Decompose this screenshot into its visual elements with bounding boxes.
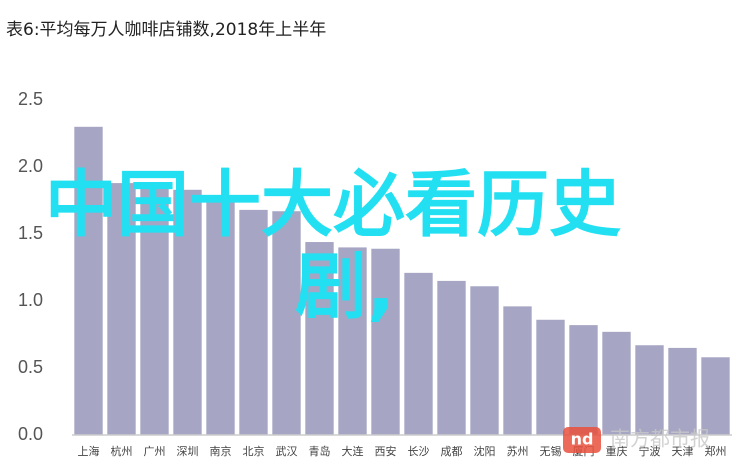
x-tick-label: 天津 xyxy=(672,445,694,458)
bar xyxy=(503,306,532,435)
bar xyxy=(140,187,169,435)
x-tick-label: 广州 xyxy=(144,445,166,458)
bar xyxy=(470,286,499,435)
bar xyxy=(338,247,367,435)
bar xyxy=(404,272,433,435)
bar xyxy=(701,357,730,435)
watermark-logo-box xyxy=(563,427,601,453)
overlay-text: 中国十大必看历史 xyxy=(45,163,621,247)
x-tick-label: 沈阳 xyxy=(474,444,496,458)
bar xyxy=(74,126,103,436)
x-tick-label: 成都 xyxy=(441,445,463,458)
bar xyxy=(107,183,136,435)
x-tick-label: 大连 xyxy=(342,444,364,458)
bar xyxy=(371,248,400,435)
bar xyxy=(536,319,565,435)
x-tick-label: 上海 xyxy=(78,444,100,458)
watermark-text: 南方都市报 xyxy=(610,427,710,451)
watermark-logo: nd xyxy=(571,430,594,449)
y-tick-label: 1.5 xyxy=(18,223,43,243)
chart-title: 表6:平均每万人咖啡店铺数,2018年上半年 xyxy=(6,20,326,40)
x-tick-label: 南京 xyxy=(210,444,232,458)
bar xyxy=(272,211,301,435)
bar xyxy=(239,209,268,435)
x-tick-label: 深圳 xyxy=(177,445,199,458)
bar xyxy=(305,242,334,435)
x-tick-label: 宁波 xyxy=(639,444,661,458)
overlay-text: 剧, xyxy=(295,245,394,329)
x-tick-label: 武汉 xyxy=(276,445,298,458)
x-tick-label: 重庆 xyxy=(606,444,628,458)
x-tick-label: 北京 xyxy=(243,444,265,458)
y-tick-label: 2.0 xyxy=(18,156,43,176)
bar xyxy=(602,331,631,435)
x-tick-label: 长沙 xyxy=(408,445,430,458)
y-tick-label: 1.0 xyxy=(18,290,43,310)
x-tick-label: 苏州 xyxy=(507,445,529,458)
x-tick-label: 杭州 xyxy=(111,444,133,458)
x-tick-label: 青岛 xyxy=(309,444,331,458)
y-tick-label: 0.5 xyxy=(18,357,43,377)
bar xyxy=(569,325,598,435)
bar xyxy=(668,347,697,435)
bar xyxy=(173,189,202,435)
bar xyxy=(206,201,235,435)
y-tick-label: 2.5 xyxy=(18,89,43,109)
x-tick-label: 郑州 xyxy=(705,444,727,458)
y-tick-label: 0.0 xyxy=(18,424,43,444)
x-tick-label: 无锡 xyxy=(540,444,562,458)
bar xyxy=(635,345,664,435)
bar xyxy=(437,280,466,435)
x-tick-label: 西安 xyxy=(375,444,397,458)
